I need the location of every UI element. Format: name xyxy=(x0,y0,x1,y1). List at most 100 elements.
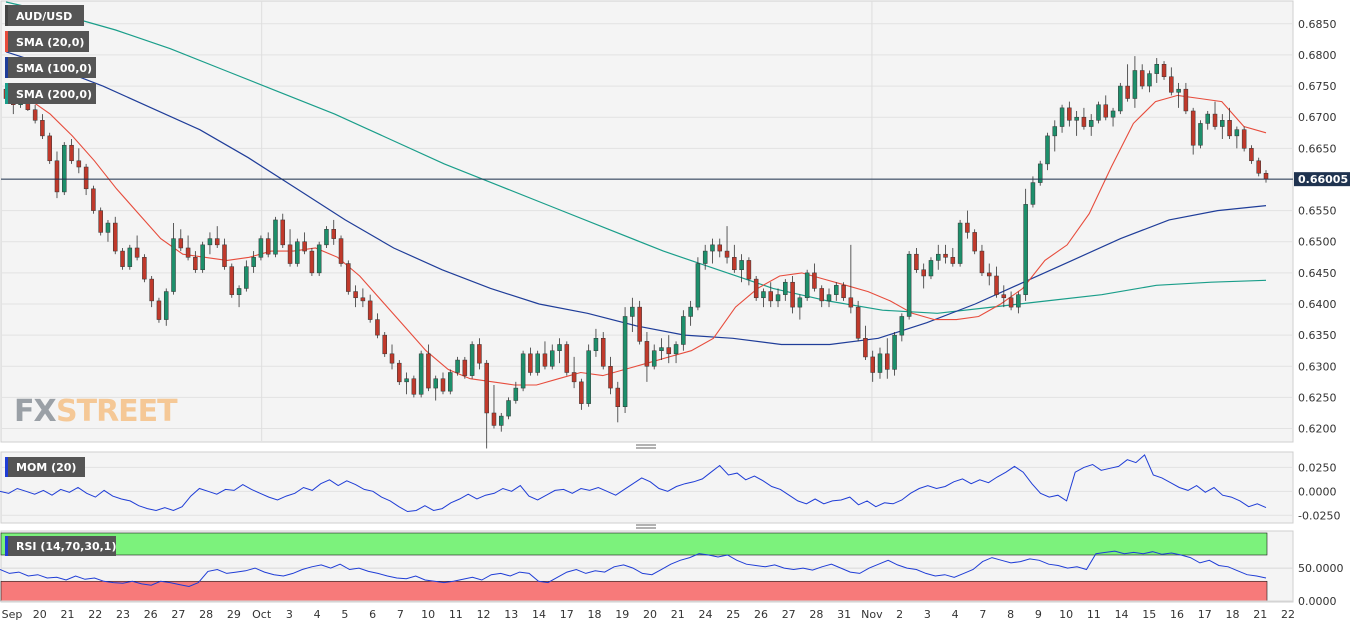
candle-body xyxy=(54,160,60,193)
candle xyxy=(928,257,934,280)
candle-body xyxy=(236,288,242,295)
candle-body xyxy=(615,387,621,408)
candle-body xyxy=(40,120,45,137)
candle-body xyxy=(579,381,584,404)
candle-body xyxy=(346,263,351,292)
candle xyxy=(455,356,460,376)
time-tick-label: 21 xyxy=(60,608,74,621)
panel-splitter-2[interactable] xyxy=(636,524,656,529)
time-tick-label: 7 xyxy=(979,608,986,621)
candle xyxy=(331,219,336,245)
time-tick-label: 14 xyxy=(1115,608,1129,621)
candle-body xyxy=(841,285,846,299)
candle-body xyxy=(768,291,773,302)
candle-body xyxy=(1176,88,1181,93)
candle xyxy=(1205,110,1210,130)
candle-body xyxy=(753,278,759,299)
candle-body xyxy=(936,253,941,261)
candle xyxy=(1008,291,1014,311)
time-tick-label: 25 xyxy=(726,608,740,621)
mom-legend-label: MOM (20) xyxy=(16,461,76,474)
price-tick-label: 0.6500 xyxy=(1298,236,1337,249)
candle-body xyxy=(681,316,686,345)
candle-body xyxy=(1125,85,1130,99)
candle-body xyxy=(62,144,67,193)
time-tick-label: 8 xyxy=(1007,608,1014,621)
candle xyxy=(448,369,453,395)
candle xyxy=(724,226,730,264)
candle xyxy=(1234,126,1240,149)
candle xyxy=(688,300,693,326)
candle-body xyxy=(185,247,191,258)
candle-body xyxy=(273,219,278,255)
candle xyxy=(1176,82,1181,108)
candle-body xyxy=(397,362,402,383)
candle xyxy=(404,372,409,395)
legend-label: SMA (20,0) xyxy=(16,36,84,49)
candle-body xyxy=(695,263,701,308)
candle-body xyxy=(105,222,111,233)
candle-body xyxy=(600,338,606,367)
candle xyxy=(156,297,162,323)
candle xyxy=(513,381,519,404)
candle-body xyxy=(1183,88,1189,112)
candle-body xyxy=(127,247,133,267)
candle-body xyxy=(702,250,708,264)
candle-body xyxy=(324,229,329,246)
candle-body xyxy=(586,350,591,404)
candle-body xyxy=(651,350,657,367)
candle xyxy=(936,244,941,270)
time-tick-label: 12 xyxy=(477,608,491,621)
candle xyxy=(1125,64,1130,102)
candle xyxy=(506,397,511,420)
candle xyxy=(826,288,832,308)
legend-swatch xyxy=(5,57,8,78)
time-tick-label: Oct xyxy=(252,608,272,621)
rsi-oversold-zone xyxy=(0,580,1268,602)
candle-body xyxy=(47,135,52,162)
candle-body xyxy=(1198,123,1203,146)
mom-tick-label: 0.0250 xyxy=(1298,461,1337,474)
candle-body xyxy=(848,297,854,308)
candle xyxy=(1059,104,1065,133)
candle-body xyxy=(287,244,293,264)
candle-body xyxy=(120,250,125,267)
candle xyxy=(921,263,926,289)
candle-body xyxy=(1008,297,1014,308)
candle-body xyxy=(644,341,650,367)
candle-body xyxy=(433,378,438,389)
candle xyxy=(397,360,402,385)
candle xyxy=(651,344,657,370)
panel-splitter-1[interactable] xyxy=(636,444,656,449)
candle xyxy=(783,279,788,301)
candle-body xyxy=(1059,107,1065,127)
candle-body xyxy=(557,344,562,351)
price-tick-label: 0.6300 xyxy=(1298,360,1337,373)
candle xyxy=(986,263,992,286)
candle xyxy=(440,372,446,395)
candle-body xyxy=(1110,110,1116,118)
price-axis: 0.6200 0.6250 0.6300 0.6350 0.6400 0.6450 0.65… xyxy=(1298,18,1337,436)
legend-swatch xyxy=(5,83,8,104)
candle-body xyxy=(994,275,999,295)
candle-body xyxy=(717,244,723,252)
mom-legend-swatch xyxy=(5,457,8,477)
candle xyxy=(236,285,242,308)
candle xyxy=(644,332,650,382)
candle-body xyxy=(622,316,628,408)
candle xyxy=(732,244,737,273)
time-tick-label: 28 xyxy=(809,608,823,621)
candle-body xyxy=(477,344,482,364)
candle xyxy=(557,338,562,364)
candle-body xyxy=(440,378,446,392)
rsi-legend-label: RSI (14,70,30,1) xyxy=(16,540,116,553)
candle xyxy=(637,300,642,345)
candle-body xyxy=(32,109,38,121)
time-tick-label: 2 xyxy=(896,608,903,621)
time-tick-label: 27 xyxy=(782,608,796,621)
sma-200-path xyxy=(5,1,1267,314)
candle xyxy=(382,332,387,357)
candle xyxy=(797,294,803,320)
candle xyxy=(855,300,861,342)
candle-body xyxy=(834,285,839,295)
